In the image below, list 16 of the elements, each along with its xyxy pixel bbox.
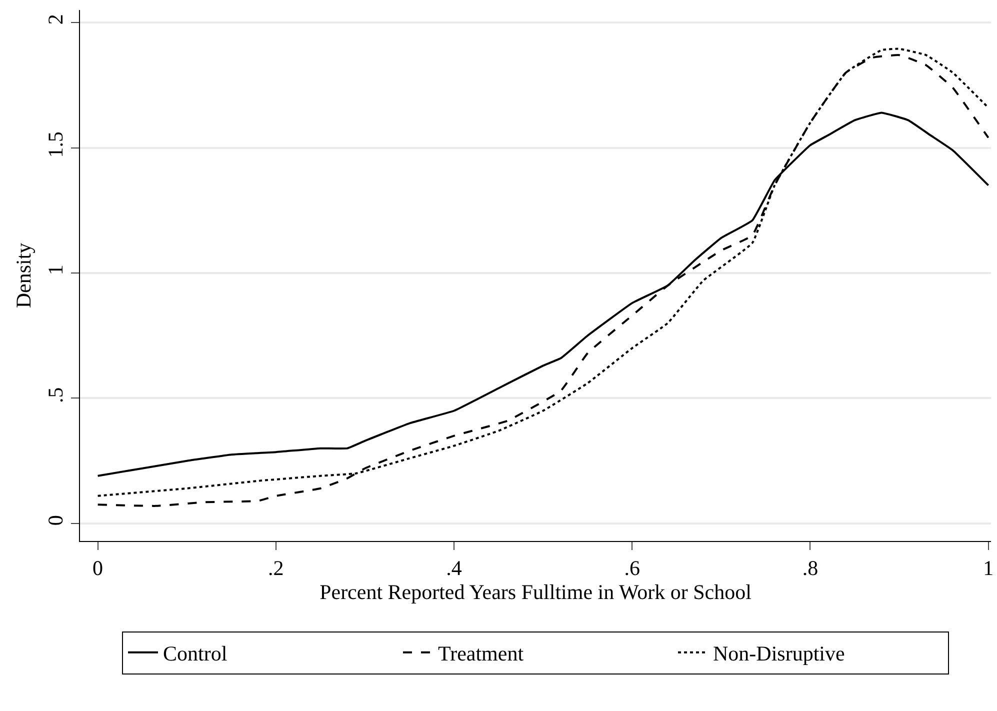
x-tick-label: 0 (92, 556, 104, 580)
x-tick-label: .6 (624, 556, 640, 580)
y-tick-label: 1.5 (44, 131, 68, 158)
legend-label: Non-Disruptive (713, 642, 845, 666)
x-tick-label: 1 (983, 556, 994, 580)
y-tick-label: 2 (44, 14, 68, 25)
y-tick-label: 1 (44, 264, 68, 276)
y-axis-title: Density (12, 242, 36, 308)
y-tick-label: .5 (44, 387, 68, 403)
legend-label: Control (163, 642, 228, 666)
x-tick-label: .4 (446, 556, 462, 580)
x-tick-label: .2 (268, 556, 284, 580)
legend-label: Treatment (438, 642, 524, 666)
x-axis-title: Percent Reported Years Fulltime in Work or School (320, 580, 752, 604)
x-tick-label: .8 (802, 556, 818, 580)
y-tick-label: 0 (44, 515, 68, 526)
